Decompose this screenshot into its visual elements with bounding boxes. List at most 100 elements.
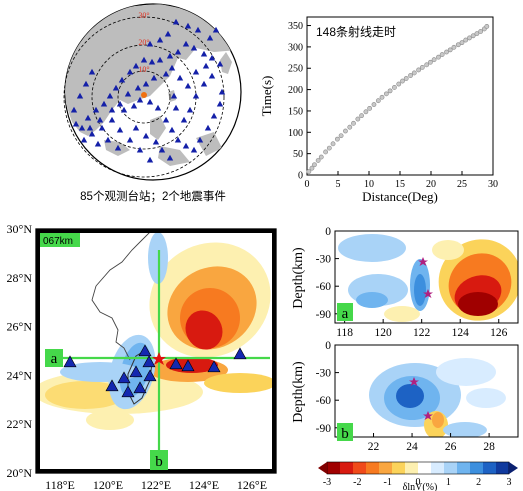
traveltime-x-axis: 0 5 10 15 20 25 30 xyxy=(305,171,498,190)
station-triangle xyxy=(212,26,220,33)
traveltime-y-axis: 0 50 100 150 200 250 300 350 xyxy=(288,21,311,182)
ring-10deg xyxy=(117,70,171,124)
traveltime-x-tick: 20 xyxy=(426,179,436,190)
station-triangle xyxy=(190,44,198,51)
station-triangle xyxy=(148,58,156,65)
traveltime-point xyxy=(312,162,317,168)
station-map-globe: 30° 20° 10° xyxy=(63,3,242,181)
traveltime-x-tick: 5 xyxy=(336,179,341,190)
map-lon-tick: 124°E xyxy=(189,478,219,491)
profile-b-tag: b xyxy=(155,454,163,470)
map-station-triangle xyxy=(129,365,143,378)
event-star-2 xyxy=(423,289,433,298)
colorbar-high-arrow xyxy=(509,462,518,474)
map-station-triangle xyxy=(233,347,247,360)
traveltime-point xyxy=(315,158,321,163)
traveltime-point xyxy=(355,116,361,122)
tomography-map: 067km 30°N 28°N 26°N 24°N 22°N 20°N 118°E 120°… xyxy=(7,222,277,491)
event-star-4 xyxy=(423,411,433,420)
station-triangle xyxy=(162,70,170,77)
colorbar-tick: 0 xyxy=(416,477,421,488)
station-triangle xyxy=(100,100,108,107)
depth-tick: 0 xyxy=(325,340,331,352)
section-x-tick: 120 xyxy=(375,327,393,339)
station-triangle xyxy=(120,106,128,113)
section-x-tick: 24 xyxy=(406,441,418,453)
station-triangle xyxy=(88,130,96,137)
cross-section-b: 0 -30 -60 -90 22 24 26 28 Depth(km) b xyxy=(291,340,519,453)
traveltime-point xyxy=(416,67,421,73)
station-triangle xyxy=(192,92,200,99)
station-triangle xyxy=(72,120,80,127)
map-lat-tick: 24°N xyxy=(7,368,33,382)
traveltime-x-tick: 15 xyxy=(395,179,405,190)
station-triangle xyxy=(116,126,124,133)
traveltime-y-label: Time(s) xyxy=(259,76,274,117)
cross-section-a-tag: a xyxy=(342,306,349,322)
station-triangle xyxy=(116,100,124,107)
traveltime-point xyxy=(403,76,409,81)
traveltime-point xyxy=(419,64,425,70)
map-lon-tick: 122°E xyxy=(141,478,171,491)
station-triangle xyxy=(136,146,144,153)
traveltime-point xyxy=(306,169,312,174)
colorbar: -3 -2 -1 0 1 2 3 δlnV(%) xyxy=(318,461,518,491)
ring-label-30: 30° xyxy=(138,11,149,20)
map-lon-axis: 118°E 120°E 122°E 124°E 126°E xyxy=(45,478,267,491)
station-triangle xyxy=(168,126,176,133)
colorbar-tick: -3 xyxy=(323,477,331,488)
colorbar-cell xyxy=(470,462,484,474)
station-triangle xyxy=(70,106,78,113)
station-triangle xyxy=(166,52,174,59)
station-triangle xyxy=(94,140,102,147)
station-triangle xyxy=(202,62,210,69)
station-triangle xyxy=(126,68,134,75)
station-triangle xyxy=(210,112,218,119)
station-triangle xyxy=(118,76,126,83)
station-triangle xyxy=(190,146,198,153)
station-map-caption: 85个观测台站；2个地震事件 xyxy=(80,189,226,203)
station-triangle xyxy=(96,116,104,123)
traveltime-point xyxy=(447,47,453,53)
traveltime-y-tick: 0 xyxy=(298,171,303,182)
station-triangle xyxy=(200,50,208,57)
traveltime-x-tick: 10 xyxy=(364,179,374,190)
map-station-triangle xyxy=(181,359,195,372)
station-triangle xyxy=(216,60,224,67)
station-triangle xyxy=(106,92,114,99)
traveltime-point xyxy=(436,54,441,60)
traveltime-point xyxy=(379,94,385,100)
station-triangle xyxy=(180,116,188,123)
colorbar-tick: -1 xyxy=(383,477,391,488)
station-triangle xyxy=(184,82,192,89)
event-marker xyxy=(141,92,147,98)
traveltime-point xyxy=(367,105,373,111)
traveltime-point xyxy=(323,149,328,155)
cross-section-b-lat-axis: 22 24 26 28 xyxy=(368,433,495,453)
map-station-triangle xyxy=(121,385,135,398)
station-triangle xyxy=(156,36,164,43)
section-x-tick: 28 xyxy=(483,441,495,453)
station-triangle xyxy=(154,104,162,111)
traveltime-point xyxy=(392,85,397,90)
map-lat-tick: 30°N xyxy=(7,222,33,236)
colorbar-cell xyxy=(392,462,406,474)
map-lat-tick: 26°N xyxy=(7,320,33,334)
colorbar-cell xyxy=(457,462,471,474)
event-star-3 xyxy=(409,377,419,386)
section-x-tick: 22 xyxy=(368,441,380,453)
station-triangle xyxy=(216,100,224,107)
traveltime-point xyxy=(396,81,402,87)
map-station-triangle xyxy=(138,344,152,357)
event-star-1 xyxy=(418,257,428,266)
station-triangle xyxy=(182,40,190,47)
depth-tick: -30 xyxy=(316,368,332,380)
traveltime-point xyxy=(338,133,344,139)
station-triangle xyxy=(192,68,200,75)
traveltime-point xyxy=(347,124,353,130)
map-lat-tick: 22°N xyxy=(7,417,33,431)
traveltime-point xyxy=(375,98,381,104)
map-lon-tick: 126°E xyxy=(237,478,267,491)
station-triangle xyxy=(124,90,132,97)
traveltime-y-tick: 150 xyxy=(288,106,303,117)
